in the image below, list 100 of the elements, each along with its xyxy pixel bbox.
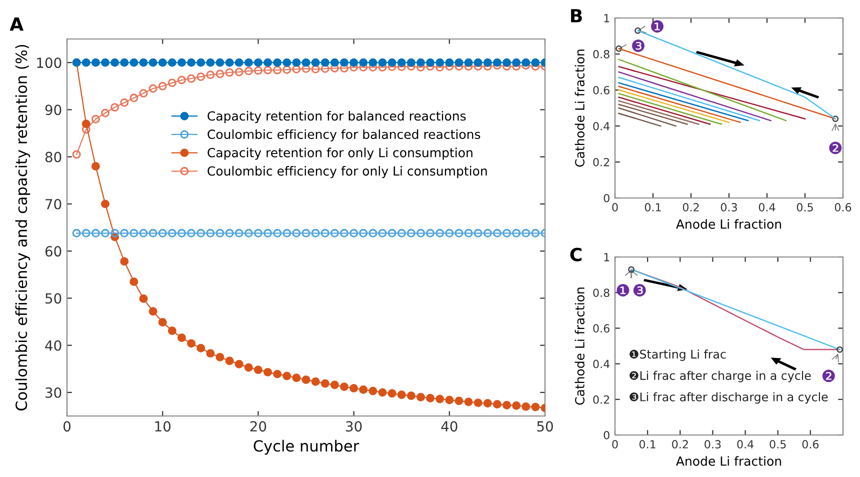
point [359, 58, 368, 67]
x-tick-label: 0.1 [644, 203, 661, 212]
point [311, 64, 320, 74]
point [350, 384, 358, 392]
point [340, 228, 348, 238]
point [234, 68, 244, 76]
x-tick-label: 0.4 [737, 440, 754, 448]
point [225, 58, 234, 67]
point [350, 58, 358, 67]
point [378, 228, 387, 238]
y-tick-label: 0.4 [593, 360, 610, 368]
point [158, 318, 167, 326]
point [187, 228, 196, 238]
x-axis-title: Anode Li fraction [676, 219, 782, 229]
point [522, 58, 530, 67]
point [340, 382, 348, 392]
point [330, 58, 339, 67]
point [206, 228, 215, 238]
point [388, 389, 396, 398]
point [120, 58, 129, 67]
annotation: ❸Li frac after discharge in a cycle [630, 392, 828, 404]
point [340, 58, 348, 67]
point [148, 228, 158, 238]
x-tick-label: 0.1 [639, 440, 656, 448]
y-tick-label: 0 [604, 194, 610, 202]
point [206, 349, 215, 358]
point [120, 98, 129, 107]
point [492, 228, 502, 238]
point [234, 58, 244, 67]
point [406, 392, 416, 400]
point [168, 78, 176, 88]
point [330, 228, 339, 238]
annotation: ❸ [633, 284, 646, 296]
point [388, 58, 396, 67]
point [426, 394, 435, 402]
point [216, 70, 224, 78]
point [206, 58, 215, 67]
point [72, 150, 81, 159]
point [512, 401, 521, 410]
y-tick-label: 0.2 [593, 395, 610, 404]
point [492, 58, 502, 67]
point [254, 366, 262, 374]
annotation: ❷ [829, 142, 842, 154]
point [177, 228, 186, 238]
point [474, 228, 482, 238]
point [531, 58, 540, 67]
point [445, 228, 454, 238]
point [130, 58, 138, 67]
point [445, 58, 454, 67]
y-tick-label: 90 [45, 104, 62, 116]
point [91, 228, 100, 238]
point [436, 394, 444, 404]
point [464, 58, 473, 67]
y-tick-label: 100 [37, 58, 62, 68]
point [416, 58, 425, 67]
point [416, 228, 425, 238]
x-tick-label: 40 [441, 421, 458, 432]
y-tick-label: 0.8 [593, 288, 610, 297]
point [320, 379, 330, 388]
point [196, 72, 206, 81]
point [454, 396, 464, 406]
point [225, 228, 234, 238]
point [177, 334, 186, 342]
point [158, 82, 167, 90]
point [483, 399, 492, 408]
x-tick-label: 30 [346, 421, 362, 432]
point [406, 228, 416, 238]
point [531, 228, 540, 238]
point [368, 386, 378, 396]
x-tick-label: 0 [612, 203, 618, 212]
point [502, 58, 511, 67]
legend-label: Capacity retention for only Li consumption [208, 148, 472, 160]
point [282, 65, 292, 74]
point [512, 58, 521, 67]
point [512, 228, 521, 238]
x-tick-label: 50 [537, 421, 553, 432]
annotation: ❶ [651, 20, 664, 33]
point [177, 58, 186, 67]
chart-title: B [571, 9, 582, 22]
point [273, 58, 282, 67]
point [273, 228, 282, 238]
point [187, 74, 196, 83]
point [454, 58, 464, 67]
legend-label: Coulombic efficiency for balanced reactions [208, 129, 480, 142]
point [82, 120, 90, 128]
point [350, 228, 358, 238]
point [91, 114, 100, 124]
point [483, 228, 492, 238]
point [454, 228, 464, 238]
point [158, 58, 167, 67]
y-tick-label: 0.6 [593, 86, 610, 94]
x-tick-label: 0.4 [758, 203, 776, 212]
point [492, 400, 502, 408]
point [302, 375, 310, 384]
point [234, 228, 244, 238]
x-tick-label: 0.3 [720, 203, 737, 212]
point [264, 228, 272, 238]
point [130, 94, 138, 102]
point [311, 58, 320, 67]
point [139, 58, 148, 67]
